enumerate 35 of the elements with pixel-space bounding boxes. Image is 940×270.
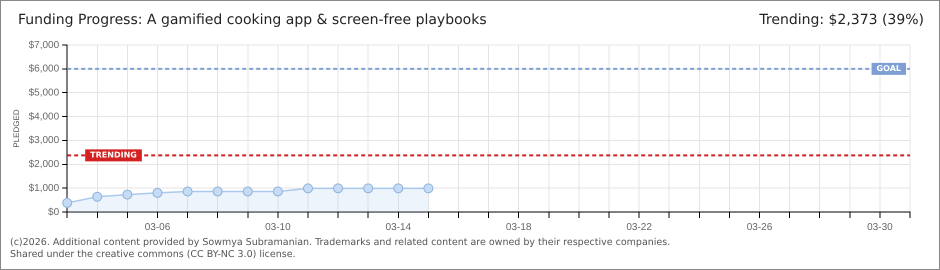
x-tick-label: 03-22: [626, 222, 652, 233]
point: [242, 186, 253, 196]
point: [122, 190, 132, 200]
point: [92, 192, 102, 202]
x-tick-label: 03-14: [386, 222, 412, 233]
point: [333, 183, 344, 194]
point: [393, 183, 404, 194]
y-tick-label: $3,000: [28, 135, 60, 146]
y-tick-label: $0: [48, 206, 60, 218]
y-tick-label: $2,000: [28, 159, 60, 170]
point: [182, 186, 193, 196]
point: [272, 186, 283, 196]
x-tick-label: 03-30: [867, 222, 894, 233]
point: [363, 183, 374, 194]
x-tick-label: 03-26: [746, 222, 773, 233]
point: [423, 183, 434, 194]
point: [302, 183, 313, 194]
text: Shared under the creative commons (CC BY-NC 3.0) license.: [10, 249, 297, 261]
x-tick-label: 03-10: [265, 222, 292, 233]
y-tick-label: $4,000: [28, 111, 60, 122]
point: [212, 186, 223, 196]
y-tick-label: $5,000: [28, 87, 60, 98]
text: Trending: $2,373 (39%): [759, 12, 924, 28]
ref-line-label: GOAL: [876, 64, 902, 73]
point: [152, 188, 162, 198]
y-tick-label: $6,000: [28, 64, 60, 75]
x-tick-label: 03-06: [144, 222, 171, 233]
point: [62, 198, 72, 208]
text: (c)2026. Additional content provided by Sowmya Subramanian. Trademarks and related content are owned by their respective companies.: [10, 237, 670, 249]
chart-title: Funding Progress: A gamified cooking app & screen-free playbooks: [18, 12, 487, 28]
y-axis-title: PLEDGED: [12, 109, 22, 148]
x-tick-label: 03-18: [506, 222, 532, 233]
y-tick-label: $1,000: [28, 182, 60, 194]
y-tick-label: $7,000: [28, 40, 60, 51]
ref-line-label: TRENDING: [90, 150, 137, 160]
